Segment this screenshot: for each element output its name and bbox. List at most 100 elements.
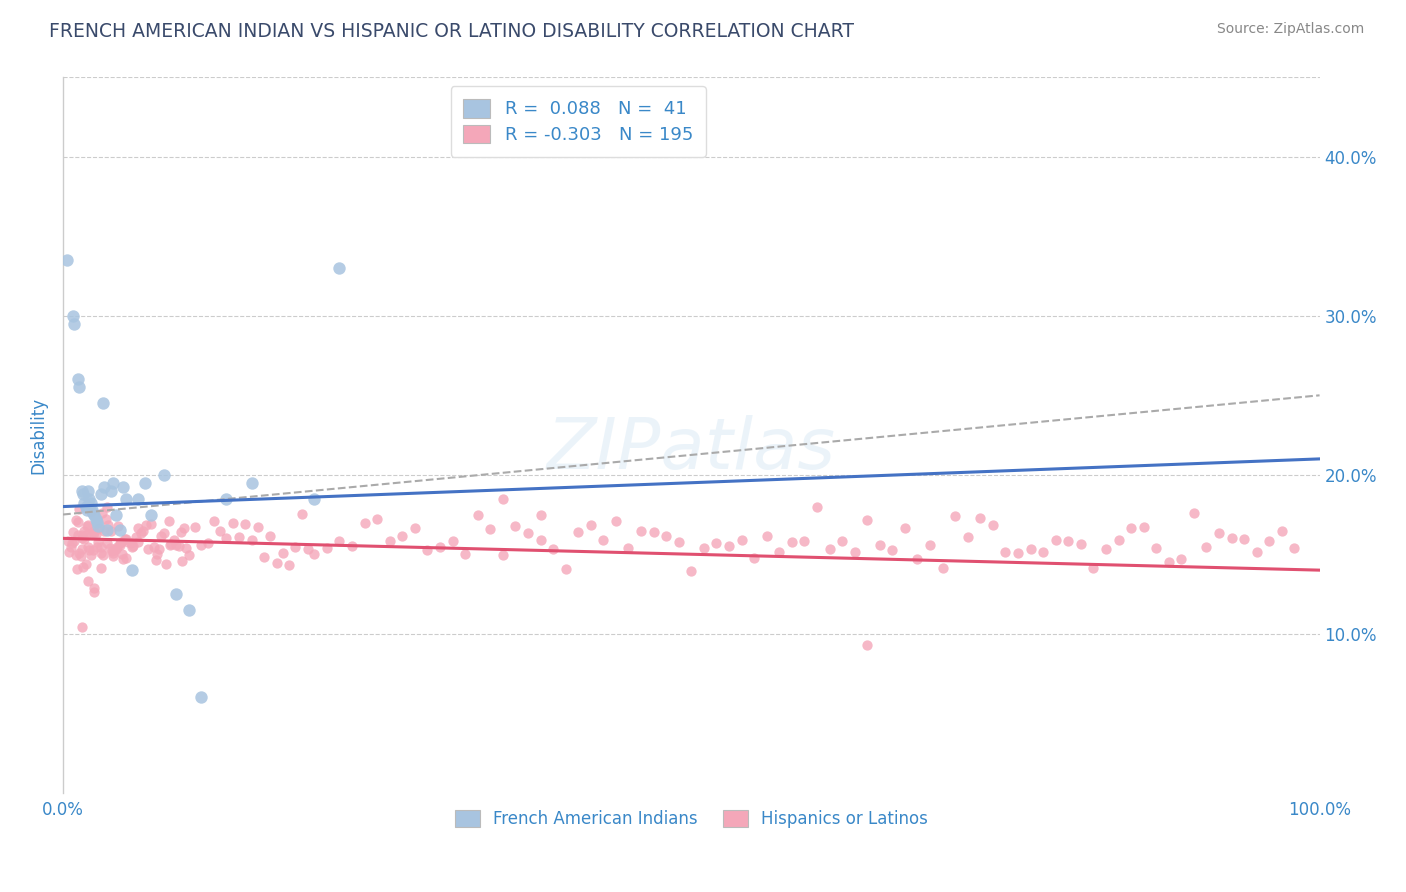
- Point: [184, 520, 207, 534]
- Point: [114, 532, 136, 546]
- Point: [135, 517, 157, 532]
- Point: [96, 500, 118, 515]
- Point: [122, 539, 145, 553]
- Point: [79, 548, 101, 562]
- Point: [1019, 541, 1042, 556]
- Point: [155, 558, 177, 572]
- Point: [1070, 537, 1092, 551]
- Text: FRENCH AMERICAN INDIAN VS HISPANIC OR LATINO DISABILITY CORRELATION CHART: FRENCH AMERICAN INDIAN VS HISPANIC OR LA…: [49, 22, 855, 41]
- Point: [139, 508, 162, 522]
- Point: [146, 547, 169, 561]
- Point: [86, 540, 108, 554]
- Point: [150, 529, 173, 543]
- Point: [567, 524, 589, 539]
- Point: [554, 562, 576, 576]
- Point: [145, 552, 167, 566]
- Point: [73, 524, 96, 539]
- Point: [297, 542, 319, 557]
- Point: [69, 549, 91, 564]
- Point: [969, 510, 991, 524]
- Point: [84, 527, 107, 541]
- Y-axis label: Disability: Disability: [30, 396, 46, 474]
- Point: [755, 529, 778, 543]
- Point: [115, 550, 138, 565]
- Point: [72, 487, 94, 501]
- Point: [104, 508, 127, 522]
- Point: [177, 603, 200, 617]
- Point: [70, 528, 93, 542]
- Point: [994, 544, 1017, 558]
- Point: [579, 518, 602, 533]
- Point: [340, 539, 363, 553]
- Point: [148, 541, 170, 556]
- Point: [592, 533, 614, 547]
- Point: [91, 506, 114, 520]
- Point: [58, 545, 80, 559]
- Point: [304, 491, 326, 506]
- Point: [90, 546, 112, 560]
- Point: [96, 524, 118, 538]
- Point: [742, 551, 765, 566]
- Point: [103, 546, 125, 560]
- Point: [693, 541, 716, 555]
- Point: [328, 261, 350, 276]
- Point: [246, 519, 269, 533]
- Point: [655, 529, 678, 543]
- Point: [1284, 541, 1306, 556]
- Point: [202, 514, 225, 528]
- Point: [77, 517, 100, 532]
- Point: [174, 541, 197, 556]
- Point: [1271, 524, 1294, 539]
- Point: [142, 540, 165, 554]
- Point: [643, 525, 665, 540]
- Point: [173, 521, 195, 535]
- Point: [65, 548, 87, 562]
- Point: [73, 532, 96, 546]
- Point: [87, 518, 110, 533]
- Point: [1095, 542, 1118, 557]
- Point: [67, 372, 90, 386]
- Point: [121, 563, 143, 577]
- Point: [79, 542, 101, 557]
- Point: [60, 535, 83, 549]
- Point: [404, 521, 426, 535]
- Point: [152, 467, 174, 482]
- Point: [63, 317, 86, 331]
- Point: [67, 527, 90, 541]
- Point: [416, 542, 439, 557]
- Point: [605, 514, 627, 528]
- Point: [233, 516, 256, 531]
- Point: [517, 526, 540, 541]
- Point: [284, 540, 307, 554]
- Point: [108, 524, 131, 538]
- Point: [668, 534, 690, 549]
- Point: [780, 535, 803, 549]
- Point: [806, 500, 828, 514]
- Point: [190, 538, 212, 552]
- Point: [72, 559, 94, 574]
- Point: [291, 507, 314, 521]
- Point: [167, 539, 190, 553]
- Point: [1233, 532, 1256, 546]
- Point: [1258, 533, 1281, 548]
- Point: [768, 544, 790, 558]
- Point: [105, 540, 128, 554]
- Point: [62, 524, 84, 539]
- Point: [1182, 507, 1205, 521]
- Point: [132, 524, 155, 539]
- Point: [454, 547, 477, 561]
- Point: [139, 517, 162, 532]
- Point: [1246, 545, 1268, 559]
- Point: [67, 516, 90, 530]
- Point: [278, 558, 301, 572]
- Point: [127, 491, 149, 506]
- Point: [111, 547, 134, 561]
- Point: [83, 524, 105, 538]
- Point: [162, 533, 184, 547]
- Point: [529, 533, 551, 547]
- Point: [107, 518, 129, 533]
- Point: [529, 508, 551, 522]
- Point: [121, 541, 143, 555]
- Point: [67, 546, 90, 560]
- Legend: French American Indians, Hispanics or Latinos: French American Indians, Hispanics or La…: [449, 803, 935, 834]
